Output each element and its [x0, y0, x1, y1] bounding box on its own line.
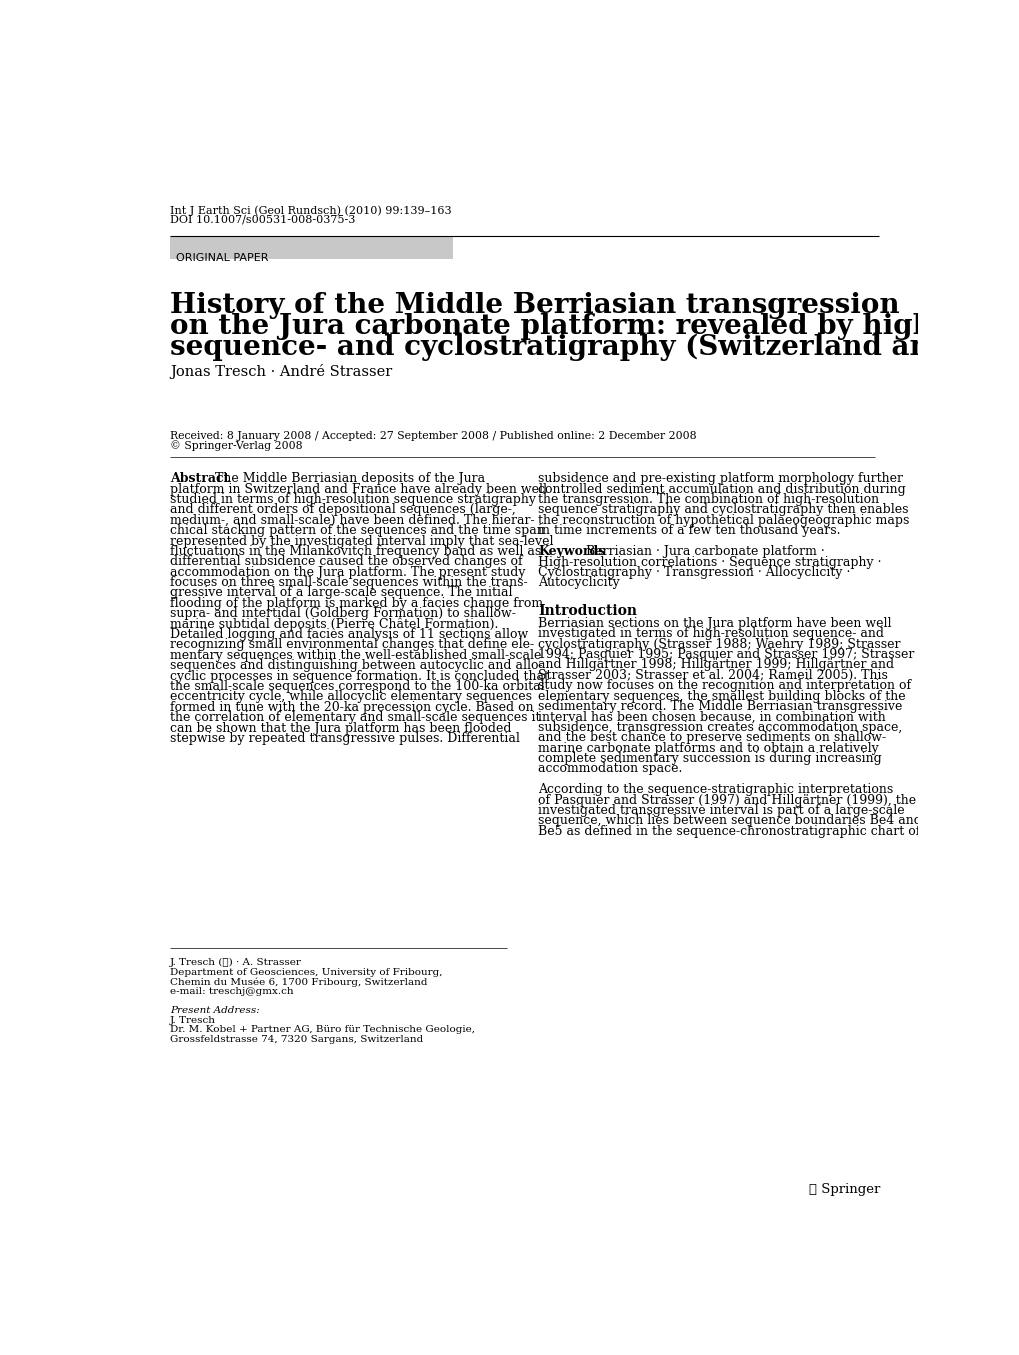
Text: in time increments of a few ten thousand years.: in time increments of a few ten thousand…: [538, 524, 840, 537]
Text: eccentricity cycle, while allocyclic elementary sequences: eccentricity cycle, while allocyclic ele…: [170, 691, 532, 703]
Text: focuses on three small-scale sequences within the trans-: focuses on three small-scale sequences w…: [170, 576, 527, 589]
Text: J. Tresch: J. Tresch: [170, 1016, 216, 1024]
Text: sequence, which lies between sequence boundaries Be4 and: sequence, which lies between sequence bo…: [538, 814, 921, 828]
Text: sedimentary record. The Middle Berriasian transgressive: sedimentary record. The Middle Berriasia…: [538, 701, 902, 713]
Text: Berriasian sections on the Jura platform have been well: Berriasian sections on the Jura platform…: [538, 617, 891, 630]
Text: Cyclostratigraphy · Transgression · Allocyclicity ·: Cyclostratigraphy · Transgression · Allo…: [538, 566, 850, 579]
Text: the transgression. The combination of high-resolution: the transgression. The combination of hi…: [538, 493, 878, 505]
Text: cyclostratigraphy (Strasser 1988; Waehry 1989; Strasser: cyclostratigraphy (Strasser 1988; Waehry…: [538, 638, 900, 650]
Text: the correlation of elementary and small-scale sequences it: the correlation of elementary and small-…: [170, 711, 540, 724]
Text: J. Tresch (✉) · A. Strasser: J. Tresch (✉) · A. Strasser: [170, 958, 302, 967]
Text: and different orders of depositional sequences (large-,: and different orders of depositional seq…: [170, 503, 516, 516]
Text: chical stacking pattern of the sequences and the time span: chical stacking pattern of the sequences…: [170, 524, 544, 537]
Text: formed in tune with the 20-ka precession cycle. Based on: formed in tune with the 20-ka precession…: [170, 701, 533, 714]
Text: supra- and intertidal (Goldberg Formation) to shallow-: supra- and intertidal (Goldberg Formatio…: [170, 607, 516, 621]
Text: accommodation on the Jura platform. The present study: accommodation on the Jura platform. The …: [170, 565, 525, 579]
Text: the small-scale sequences correspond to the 100-ka orbital: the small-scale sequences correspond to …: [170, 680, 544, 692]
Text: accommodation space.: accommodation space.: [538, 763, 682, 775]
Text: sequence- and cyclostratigraphy (Switzerland and France): sequence- and cyclostratigraphy (Switzer…: [170, 333, 1019, 360]
Text: and Hillgärtner 1998; Hillgärtner 1999; Hillgärtner and: and Hillgärtner 1998; Hillgärtner 1999; …: [538, 659, 894, 672]
Text: Dr. M. Kobel + Partner AG, Büro für Technische Geologie,: Dr. M. Kobel + Partner AG, Büro für Tech…: [170, 1026, 475, 1034]
Text: Grossfeldstrasse 74, 7320 Sargans, Switzerland: Grossfeldstrasse 74, 7320 Sargans, Switz…: [170, 1035, 423, 1043]
Text: gressive interval of a large-scale sequence. The initial: gressive interval of a large-scale seque…: [170, 587, 513, 599]
Text: controlled sediment accumulation and distribution during: controlled sediment accumulation and dis…: [538, 482, 905, 496]
Text: Chemin du Musée 6, 1700 Fribourg, Switzerland: Chemin du Musée 6, 1700 Fribourg, Switze…: [170, 977, 427, 986]
Text: subsidence and pre-existing platform morphology further: subsidence and pre-existing platform mor…: [538, 472, 903, 485]
Text: differential subsidence caused the observed changes of: differential subsidence caused the obser…: [170, 556, 523, 568]
Text: Present Address:: Present Address:: [170, 1007, 260, 1015]
Text: marine carbonate platforms and to obtain a relatively: marine carbonate platforms and to obtain…: [538, 741, 878, 755]
Text: fluctuations in the Milankovitch frequency band as well as: fluctuations in the Milankovitch frequen…: [170, 545, 541, 558]
Text: investigated transgressive interval is part of a large-scale: investigated transgressive interval is p…: [538, 804, 904, 817]
Text: Autocyclicity: Autocyclicity: [538, 576, 620, 589]
Text: and the best chance to preserve sediments on shallow-: and the best chance to preserve sediment…: [538, 732, 886, 744]
Text: Int J Earth Sci (Geol Rundsch) (2010) 99:139–163: Int J Earth Sci (Geol Rundsch) (2010) 99…: [170, 205, 451, 215]
Text: Strasser 2003; Strasser et al. 2004; Rameil 2005). This: Strasser 2003; Strasser et al. 2004; Ram…: [538, 669, 888, 682]
Text: flooding of the platform is marked by a facies change from: flooding of the platform is marked by a …: [170, 598, 543, 610]
Text: platform in Switzerland and France have already been well: platform in Switzerland and France have …: [170, 482, 546, 496]
Text: ORIGINAL PAPER: ORIGINAL PAPER: [176, 253, 269, 263]
Text: recognizing small environmental changes that define ele-: recognizing small environmental changes …: [170, 638, 534, 652]
Text: Be5 as defined in the sequence-chronostratigraphic chart of: Be5 as defined in the sequence-chronostr…: [538, 825, 920, 837]
Text: Detailed logging and facies analysis of 11 sections allow: Detailed logging and facies analysis of …: [170, 629, 528, 641]
Text: mentary sequences within the well-established small-scale: mentary sequences within the well-establ…: [170, 649, 541, 661]
Text: Abstract: Abstract: [170, 472, 229, 485]
Text: Received: 8 January 2008 / Accepted: 27 September 2008 / Published online: 2 Dec: Received: 8 January 2008 / Accepted: 27 …: [170, 431, 696, 440]
Text: interval has been chosen because, in combination with: interval has been chosen because, in com…: [538, 710, 886, 724]
Text: studied in terms of high-resolution sequence stratigraphy: studied in terms of high-resolution sequ…: [170, 493, 536, 505]
Text: ⚆ Springer: ⚆ Springer: [809, 1183, 880, 1196]
Text: e-mail: treschj@gmx.ch: e-mail: treschj@gmx.ch: [170, 986, 293, 996]
Text: DOI 10.1007/s00531-008-0375-3: DOI 10.1007/s00531-008-0375-3: [170, 215, 356, 225]
Text: © Springer-Verlag 2008: © Springer-Verlag 2008: [170, 440, 303, 451]
Text: subsidence, transgression creates accommodation space,: subsidence, transgression creates accomm…: [538, 721, 902, 734]
Text: High-resolution correlations · Sequence stratigraphy ·: High-resolution correlations · Sequence …: [538, 556, 880, 569]
Text: Berriasian · Jura carbonate platform ·: Berriasian · Jura carbonate platform ·: [586, 545, 824, 558]
Text: stepwise by repeated transgressive pulses. Differential: stepwise by repeated transgressive pulse…: [170, 732, 520, 745]
Text: on the Jura carbonate platform: revealed by high-resolution: on the Jura carbonate platform: revealed…: [170, 313, 1019, 340]
Text: Keywords: Keywords: [538, 545, 605, 558]
FancyBboxPatch shape: [170, 237, 452, 259]
Text: can be shown that the Jura platform has been flooded: can be shown that the Jura platform has …: [170, 722, 512, 734]
Text: represented by the investigated interval imply that sea-level: represented by the investigated interval…: [170, 534, 553, 547]
Text: the reconstruction of hypothetical palaeogeographic maps: the reconstruction of hypothetical palae…: [538, 514, 909, 527]
Text: investigated in terms of high-resolution sequence- and: investigated in terms of high-resolution…: [538, 627, 883, 641]
Text: According to the sequence-stratigraphic interpretations: According to the sequence-stratigraphic …: [538, 783, 893, 797]
Text: Introduction: Introduction: [538, 604, 637, 618]
Text: sequences and distinguishing between autocyclic and allo-: sequences and distinguishing between aut…: [170, 660, 542, 672]
Text: elementary sequences, the smallest building blocks of the: elementary sequences, the smallest build…: [538, 690, 905, 703]
Text: complete sedimentary succession is during increasing: complete sedimentary succession is durin…: [538, 752, 881, 766]
Text: cyclic processes in sequence formation. It is concluded that: cyclic processes in sequence formation. …: [170, 669, 548, 683]
Text: The Middle Berriasian deposits of the Jura: The Middle Berriasian deposits of the Ju…: [215, 472, 485, 485]
Text: sequence stratigraphy and cyclostratigraphy then enables: sequence stratigraphy and cyclostratigra…: [538, 503, 908, 516]
Text: History of the Middle Berriasian transgression: History of the Middle Berriasian transgr…: [170, 291, 899, 318]
Text: marine subtidal deposits (Pierre Châtel Formation).: marine subtidal deposits (Pierre Châtel …: [170, 618, 498, 631]
Text: study now focuses on the recognition and interpretation of: study now focuses on the recognition and…: [538, 679, 911, 692]
Text: Department of Geosciences, University of Fribourg,: Department of Geosciences, University of…: [170, 967, 442, 977]
Text: of Pasquier and Strasser (1997) and Hillgärtner (1999), the: of Pasquier and Strasser (1997) and Hill…: [538, 794, 915, 806]
Text: 1994; Pasquier 1995; Pasquier and Strasser 1997; Strasser: 1994; Pasquier 1995; Pasquier and Strass…: [538, 648, 914, 661]
Text: medium-, and small-scale) have been defined. The hierar-: medium-, and small-scale) have been defi…: [170, 514, 534, 527]
Text: Jonas Tresch · André Strasser: Jonas Tresch · André Strasser: [170, 364, 392, 379]
